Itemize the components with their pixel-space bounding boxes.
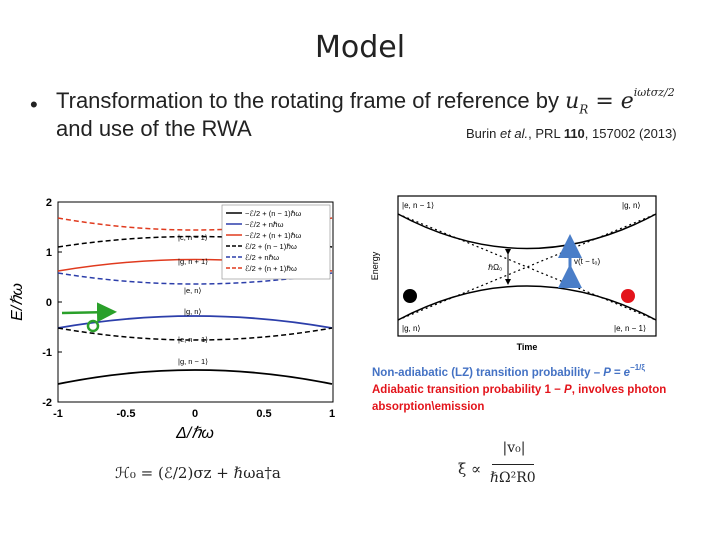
curve-label: |g, n + 1⟩ (178, 257, 208, 266)
citation-etal: et al. (499, 126, 529, 141)
curve-black-solid (57, 369, 333, 385)
legend-entry: −ℰ/2 + nℏω (245, 220, 284, 229)
note2-formula: P (564, 384, 572, 396)
x-tick-label: -0.5 (117, 408, 136, 420)
lz-frame (397, 195, 657, 337)
lz-diabatic-2 (397, 213, 657, 321)
y-tick-label: -2 (42, 397, 52, 409)
curve-label: |e, n − 1⟩ (178, 335, 208, 344)
y-ticks: 2 1 0 -1 -2 (42, 197, 62, 409)
note-absorption: absorption\emission (372, 401, 485, 413)
note-nonadiabatic: Non-adiabatic (LZ) transition probabilit… (372, 363, 645, 379)
bullet-text-1: Transformation to the rotating frame of … (56, 88, 559, 113)
formula-exponent: iωtσz/2 (633, 86, 675, 99)
state-label-bottom-right: |e, n − 1⟩ (614, 324, 646, 333)
state-label-bottom-left: |g, n⟩ (402, 324, 421, 333)
lz-x-label: Time (517, 342, 538, 352)
note1-formula: P = e (603, 367, 631, 379)
lz-diabatic-1 (397, 213, 657, 321)
citation-volume: 110 (563, 126, 585, 141)
y-tick-label: 2 (46, 197, 52, 209)
xi-denominator: ℏΩ²R0 (490, 470, 536, 486)
x-ticks: -1 -0.5 0 0.5 1 (53, 408, 335, 420)
landau-zener-diagram: Energy Time |e, n − 1⟩ |g, n⟩ |g, n⟩ |e,… (370, 195, 657, 352)
hamiltonian-equation: ℋ₀ = (ℰ/2)σz + ℏωa†a (115, 464, 281, 482)
x-tick-label: 0 (192, 408, 198, 420)
y-tick-label: 1 (46, 247, 52, 259)
legend-entry: −ℰ/2 + (n − 1)ℏω (245, 209, 301, 218)
curve-label: |g, n⟩ (184, 307, 201, 316)
legend-entry: ℰ/2 + (n + 1)ℏω (245, 264, 297, 273)
legend-entry: ℰ/2 + (n − 1)ℏω (245, 242, 297, 251)
curve-blue-dashed (57, 272, 333, 285)
curve-black-dashed-lower (57, 327, 333, 341)
note2-text: Adiabatic transition probability 1 − (372, 384, 565, 396)
green-arrow (61, 302, 117, 323)
green-circle-marker (86, 319, 100, 333)
curve-black-dashed-upper (57, 235, 333, 248)
x-tick-label: 0.5 (256, 408, 271, 420)
slide-title: Model (314, 30, 406, 65)
curve-label: |c, n − 1⟩ (178, 233, 208, 242)
gap-label: ℏΩ₀ (488, 263, 502, 272)
x-axis-label: Δ/ℏω (175, 425, 214, 442)
bullet-line-2: and use of the RWA (56, 116, 252, 141)
citation: Burin et al., PRL 110, 157002 (2013) (466, 126, 677, 141)
xi-lhs: ξ ∝ (458, 460, 482, 478)
legend: −ℰ/2 + (n − 1)ℏω −ℰ/2 + nℏω −ℰ/2 + (n + … (221, 204, 331, 280)
x-tick-label: -1 (53, 408, 63, 420)
red-dot (621, 289, 635, 303)
rotation-formula: uR = eiωtσz/2 (565, 86, 675, 117)
citation-rest: , 157002 (2013) (584, 126, 677, 141)
formula-eq: = e (588, 89, 634, 114)
bullet-symbol: • (30, 92, 38, 117)
xi-fraction-bar (492, 464, 534, 465)
curve-label: |g, n − 1⟩ (178, 357, 208, 366)
legend-entry: ℰ/2 + nℏω (245, 253, 279, 262)
energy-level-plot: 2 1 0 -1 -2 -1 -0.5 0 0.5 1 Δ/ℏω E/ℏω |c… (9, 197, 335, 442)
y-tick-label: -1 (42, 347, 52, 359)
xi-numerator: |v₀| (502, 440, 526, 456)
note1-exponent: −1/ξ (630, 363, 645, 372)
lz-lower-adiabatic (397, 285, 657, 321)
formula-u: u (565, 89, 580, 114)
black-dot (403, 289, 417, 303)
curve-label: |e, n⟩ (184, 286, 201, 295)
legend-entry: −ℰ/2 + (n + 1)ℏω (245, 231, 301, 240)
y-axis-label: E/ℏω (9, 283, 26, 321)
note-adiabatic: Adiabatic transition probability 1 − P, … (372, 384, 666, 396)
state-label-top-left: |e, n − 1⟩ (402, 201, 434, 210)
x-tick-label: 1 (329, 408, 335, 420)
lz-upper-adiabatic (397, 213, 657, 250)
citation-journal: , PRL (528, 126, 564, 141)
formula-sub: R (579, 102, 589, 117)
curve-blue-solid (57, 315, 333, 329)
y-tick-label: 0 (46, 297, 52, 309)
lz-y-label: Energy (370, 251, 380, 280)
note2-rest: , involves photon (571, 384, 667, 396)
slope-label: v(t − t₀) (574, 257, 601, 266)
note1-text: Non-adiabatic (LZ) transition probabilit… (372, 367, 604, 379)
citation-prefix: Burin (466, 126, 500, 141)
state-label-top-right: |g, n⟩ (622, 201, 641, 210)
bullet-line-1: Transformation to the rotating frame of … (56, 86, 675, 117)
